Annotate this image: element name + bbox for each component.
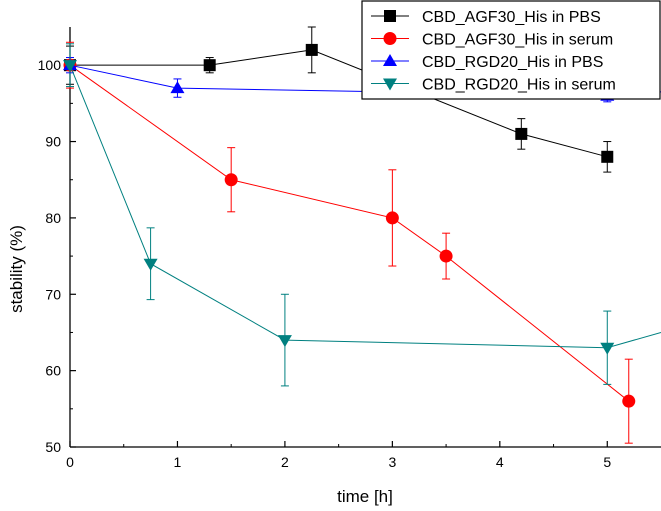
legend-label: CBD_AGF30_His in serum <box>422 32 613 49</box>
data-point <box>622 394 636 408</box>
x-axis-label: time [h] <box>337 487 393 506</box>
legend-marker <box>383 78 397 91</box>
legend-label: CBD_AGF30_His in PBS <box>422 9 601 26</box>
x-tick-label: 2 <box>281 454 289 470</box>
axes: 0 1 2 3 4 5 50 60 70 80 90 100 <box>38 27 661 470</box>
data-point <box>143 258 158 271</box>
data-point <box>439 249 453 263</box>
legend: CBD_AGF30_His in PBS CBD_AGF30_His in ser… <box>361 0 661 100</box>
legend-label: CBD_RGD20_His in serum <box>422 77 616 94</box>
legend-marker <box>384 10 396 22</box>
legend-item: CBD_RGD20_His in serum <box>371 77 616 94</box>
data-point <box>305 43 318 56</box>
data-point <box>600 342 615 355</box>
legend-marker <box>383 32 397 45</box>
y-tick-label: 50 <box>45 439 61 455</box>
legend-item: CBD_RGD20_His in PBS <box>371 54 603 71</box>
x-tick-label: 3 <box>388 454 396 470</box>
series-layer <box>63 26 661 444</box>
x-tick-label: 0 <box>66 454 74 470</box>
legend-item: CBD_AGF30_His in serum <box>371 32 613 49</box>
y-axis-label: stability (%) <box>7 225 26 313</box>
data-point <box>63 60 77 73</box>
x-tick-label: 5 <box>603 454 611 470</box>
data-point <box>385 211 399 225</box>
data-point <box>224 173 238 187</box>
y-tick-label: 70 <box>45 286 61 302</box>
legend-label: CBD_RGD20_His in PBS <box>422 54 603 71</box>
data-point <box>203 59 216 72</box>
legend-item: CBD_AGF30_His in PBS <box>371 9 601 26</box>
data-point <box>170 81 185 94</box>
data-point <box>515 127 528 140</box>
y-tick-label: 90 <box>45 134 61 150</box>
y-tick-label: 80 <box>45 210 61 226</box>
x-tick-label: 4 <box>496 454 504 470</box>
legend-marker <box>383 54 397 66</box>
series-4 <box>63 43 661 387</box>
legend-box <box>361 0 661 100</box>
y-tick-label: 100 <box>38 57 62 73</box>
y-tick-label: 60 <box>45 363 61 379</box>
data-point <box>601 150 614 163</box>
data-point <box>277 335 292 348</box>
series-line <box>69 64 661 349</box>
series-2 <box>63 41 636 444</box>
series-line <box>69 64 630 402</box>
x-tick-label: 1 <box>174 454 182 470</box>
